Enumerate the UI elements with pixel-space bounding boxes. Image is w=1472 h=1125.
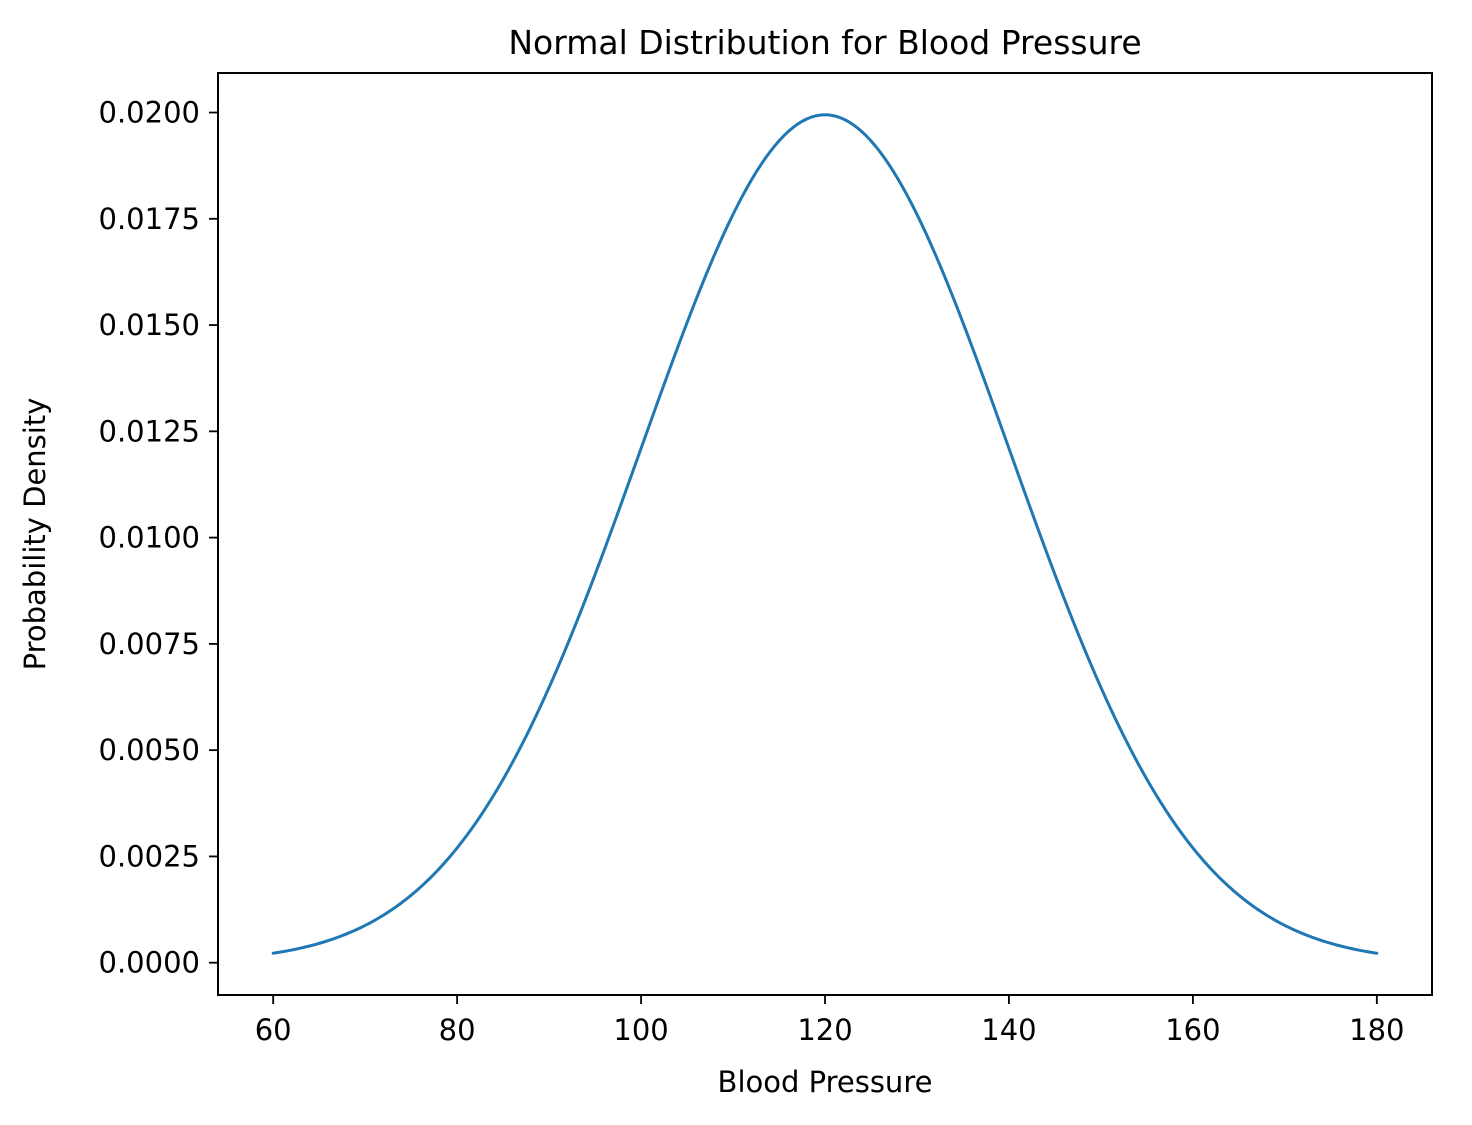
plot-border bbox=[217, 72, 1433, 996]
y-tick-label: 0.0050 bbox=[99, 733, 200, 767]
y-axis-ticks: 0.0000 0.0025 0.0050 0.0075 0.0100 0.0125 0.01… bbox=[99, 96, 218, 980]
x-tick-label: 120 bbox=[797, 1013, 852, 1047]
x-tick-label: 140 bbox=[981, 1013, 1036, 1047]
y-axis-label: Probability Density bbox=[18, 398, 52, 671]
y-tick-label: 0.0100 bbox=[99, 521, 200, 555]
y-tick-label: 0.0150 bbox=[99, 308, 200, 342]
y-tick-label: 0.0175 bbox=[99, 202, 200, 236]
x-tick-label: 160 bbox=[1165, 1013, 1220, 1047]
x-axis-label: Blood Pressure bbox=[718, 1065, 933, 1099]
x-tick-label: 180 bbox=[1349, 1013, 1404, 1047]
y-tick-label: 0.0075 bbox=[99, 627, 200, 661]
chart-title: Normal Distribution for Blood Pressure bbox=[508, 23, 1141, 62]
distribution-curve bbox=[271, 113, 1379, 955]
y-tick-label: 0.0200 bbox=[99, 96, 200, 130]
y-tick-label: 0.0125 bbox=[99, 414, 200, 448]
y-tick-label: 0.0000 bbox=[99, 946, 200, 980]
x-tick-label: 60 bbox=[255, 1013, 292, 1047]
x-tick-label: 80 bbox=[439, 1013, 476, 1047]
x-tick-label: 100 bbox=[613, 1013, 668, 1047]
x-axis-ticks: 60 80 100 120 140 160 180 bbox=[255, 995, 1404, 1047]
y-tick-label: 0.0025 bbox=[99, 839, 200, 873]
